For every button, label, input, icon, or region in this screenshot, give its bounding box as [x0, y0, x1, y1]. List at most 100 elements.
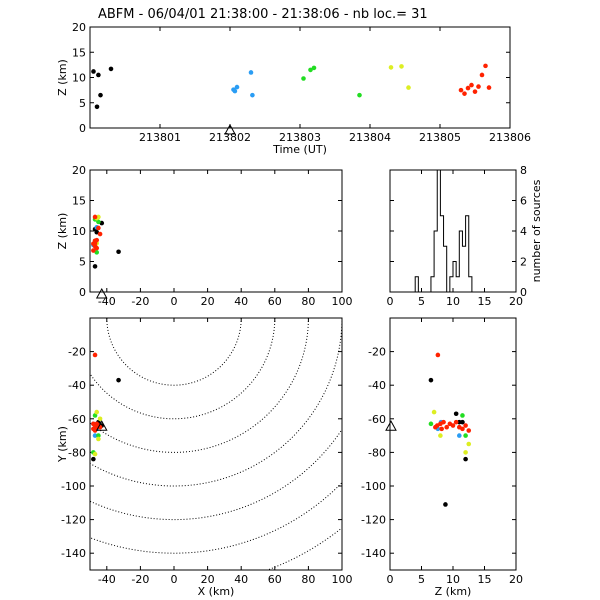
- station-marker-icon: [95, 420, 108, 431]
- x-tick-label: 100: [332, 295, 353, 308]
- data-point: [301, 76, 306, 81]
- data-point: [476, 84, 481, 89]
- x-tick-label: 0: [387, 295, 394, 308]
- data-point: [94, 421, 100, 427]
- histogram-outline: [390, 169, 516, 293]
- y-tick-label: -100: [61, 480, 86, 493]
- data-point: [460, 426, 465, 432]
- data-point: [463, 423, 468, 428]
- x-tick-label: 213804: [349, 131, 391, 144]
- y-tick-label: 5: [79, 256, 86, 269]
- data-point: [466, 428, 472, 433]
- data-point: [463, 433, 468, 438]
- y-tick-label: -120: [361, 514, 386, 527]
- data-point: [116, 249, 121, 255]
- data-point: [92, 428, 98, 433]
- x-tick-label: 15: [478, 573, 492, 586]
- data-point: [460, 413, 465, 418]
- data-point: [248, 70, 254, 75]
- data-point: [435, 352, 441, 358]
- x-tick-label: 15: [478, 295, 492, 308]
- data-point: [96, 72, 101, 78]
- x-tick-label: 5: [418, 295, 425, 308]
- x-axis-title: Z (km): [435, 585, 472, 598]
- x-height-panel: [89, 169, 343, 299]
- y-tick-label: -60: [368, 413, 386, 426]
- y-axis-title: Y (km): [56, 426, 69, 463]
- data-point: [234, 84, 240, 90]
- range-ring: [90, 481, 342, 554]
- data-point: [96, 225, 101, 231]
- data-point: [462, 91, 467, 96]
- x-tick-label: 213805: [419, 131, 461, 144]
- station-marker-icon: [224, 123, 236, 135]
- y-tick-label: -60: [68, 413, 86, 426]
- data-point: [460, 419, 465, 425]
- data-point: [453, 419, 459, 425]
- plots-layer: 213801 213802 213803 213804 213805 213806 0 5 10…: [56, 21, 543, 598]
- data-point: [457, 419, 462, 425]
- data-point: [483, 63, 488, 69]
- data-point: [94, 229, 100, 235]
- data-point: [96, 436, 101, 442]
- data-point: [92, 264, 98, 269]
- plot-frame: [389, 317, 517, 571]
- x-tick-label: 213802: [209, 131, 251, 144]
- plot-frame: [389, 169, 517, 293]
- data-point: [469, 82, 474, 88]
- x-tick-label: 40: [234, 295, 248, 308]
- data-point: [94, 245, 100, 251]
- y-axis-title: Z (km): [56, 59, 69, 96]
- points-group: [91, 214, 121, 269]
- x-tick-label: 213806: [489, 131, 531, 144]
- y-tick-label: -20: [68, 346, 86, 359]
- data-point: [116, 377, 121, 383]
- y-axis-title: Z (km): [56, 213, 69, 250]
- y-tick-label: -40: [368, 379, 386, 392]
- y-tick-label: 10: [72, 72, 86, 85]
- data-point: [96, 219, 101, 225]
- x-tick-label: 0: [171, 295, 178, 308]
- y-tick-label: -80: [368, 446, 386, 459]
- data-point: [96, 433, 101, 438]
- data-point: [357, 92, 362, 98]
- data-point: [92, 451, 98, 457]
- data-point: [91, 248, 96, 253]
- x-axis-title: Time (UT): [272, 143, 327, 156]
- y-tick-label: 15: [72, 46, 86, 59]
- data-point: [444, 424, 450, 430]
- y-tick-label: -80: [68, 446, 86, 459]
- data-point: [108, 66, 114, 72]
- data-point: [443, 502, 448, 507]
- x-tick-label: 213801: [139, 131, 181, 144]
- x-tick-label: 0: [171, 573, 178, 586]
- time-height-panel: [89, 26, 511, 135]
- x-tick-label: 100: [332, 573, 353, 586]
- y-tick-label: -100: [361, 480, 386, 493]
- y-tick-label: 5: [79, 97, 86, 110]
- histogram-bar: [456, 277, 459, 292]
- x-tick-label: 0: [387, 573, 394, 586]
- x-tick-label: 20: [201, 573, 215, 586]
- x-tick-label: 60: [268, 295, 282, 308]
- y-tick-label: 20: [72, 21, 86, 34]
- data-point: [250, 92, 255, 98]
- y-tick-label: 2: [520, 256, 527, 269]
- x-tick-label: -40: [98, 573, 116, 586]
- x-axis-title: X (km): [198, 585, 235, 598]
- y-tick-label: 0: [79, 122, 86, 135]
- data-point: [91, 456, 96, 462]
- data-point: [92, 352, 98, 358]
- figure-title: ABFM - 06/04/01 21:38:00 - 21:38:06 - nb…: [98, 7, 428, 22]
- plot-frame: [89, 169, 343, 293]
- y-tick-label: -140: [61, 547, 86, 560]
- data-point: [439, 426, 444, 432]
- data-point: [97, 416, 103, 422]
- data-point: [457, 433, 462, 438]
- x-tick-label: 20: [509, 573, 523, 586]
- data-point: [486, 85, 492, 90]
- data-point: [94, 104, 100, 110]
- data-point: [458, 87, 464, 93]
- data-point: [431, 409, 437, 415]
